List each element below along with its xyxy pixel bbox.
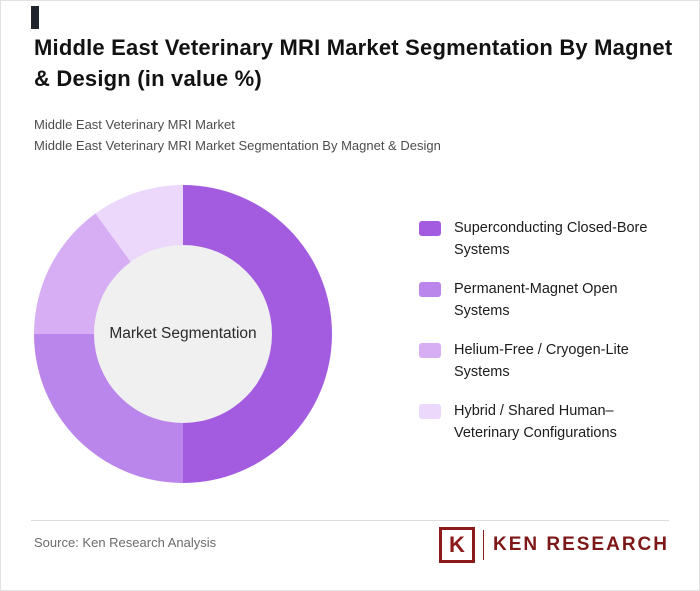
source-text: Source: Ken Research Analysis <box>34 535 217 550</box>
legend-label-hybrid: Hybrid / Shared Human– Veterinary Config… <box>454 400 669 444</box>
legend-swatch-helium-free <box>419 343 441 358</box>
legend-swatch-hybrid <box>419 404 441 419</box>
footer-divider <box>31 520 669 521</box>
legend-item-hybrid: Hybrid / Shared Human– Veterinary Config… <box>419 400 669 444</box>
legend-label-permanent-magnet: Permanent-Magnet Open Systems <box>454 278 669 322</box>
logo-text: KEN RESEARCH <box>492 534 669 555</box>
legend-label-line2: Veterinary Configurations <box>454 425 617 441</box>
chart-title: Middle East Veterinary MRI Market Segmen… <box>34 35 673 91</box>
legend-label-line2: Systems <box>454 364 510 380</box>
chart-subtitle-segmentation: Middle East Veterinary MRI Market Segmen… <box>34 138 441 153</box>
legend-label-line1: Superconducting Closed-Bore <box>454 220 648 236</box>
legend-item-permanent-magnet: Permanent-Magnet Open Systems <box>419 278 669 322</box>
legend: Superconducting Closed-Bore Systems Perm… <box>419 217 669 461</box>
chart-subtitle-market: Middle East Veterinary MRI Market <box>34 117 235 132</box>
legend-label-line2: Systems <box>454 242 510 258</box>
logo-divider <box>482 530 484 560</box>
ken-research-logo: K KEN RESEARCH <box>438 527 669 563</box>
donut-center: Market Segmentation <box>94 245 272 423</box>
legend-swatch-superconducting <box>419 221 441 236</box>
legend-swatch-permanent-magnet <box>419 282 441 297</box>
legend-label-superconducting: Superconducting Closed-Bore Systems <box>454 217 669 261</box>
ken-research-logo-mark: K <box>438 527 475 563</box>
legend-label-line1: Permanent-Magnet Open <box>454 281 618 297</box>
legend-label-helium-free: Helium-Free / Cryogen-Lite Systems <box>454 339 669 383</box>
legend-label-line2: Systems <box>454 303 510 319</box>
legend-item-helium-free: Helium-Free / Cryogen-Lite Systems <box>419 339 669 383</box>
legend-item-superconducting: Superconducting Closed-Bore Systems <box>419 217 669 261</box>
legend-label-line1: Helium-Free / Cryogen-Lite <box>454 342 629 358</box>
donut-center-label: Market Segmentation <box>109 325 257 342</box>
accent-bar <box>31 6 39 29</box>
logo-letter: K <box>449 532 465 557</box>
legend-label-line1: Hybrid / Shared Human– <box>454 403 614 419</box>
